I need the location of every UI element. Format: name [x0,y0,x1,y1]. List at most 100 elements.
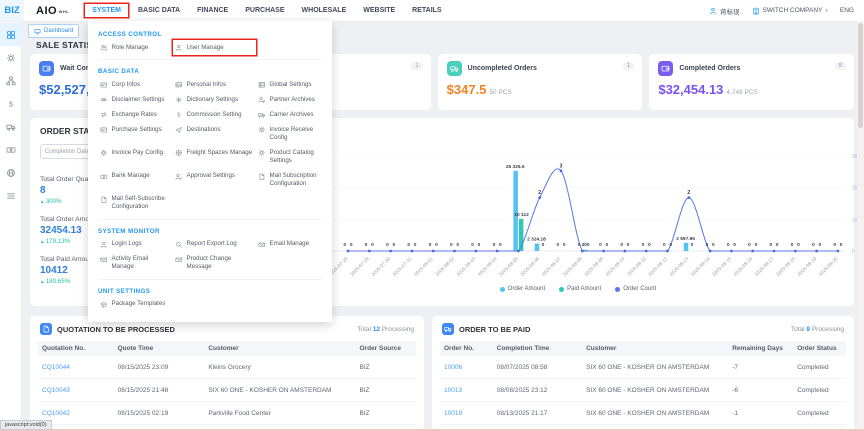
switch-company-button[interactable]: SWITCH COMPANY ▾ [752,7,828,15]
cell: SIX 60 ONE - KOSHER ON AMSTERDAM [582,410,728,417]
menu-item-mail-self-subscribe-configuration[interactable]: Mail Self-Subscribe Configuration [98,192,173,215]
menu-item-partner-archives[interactable]: Partner Archives [256,92,322,107]
row-link[interactable]: 10019 [440,410,493,417]
legend-item-order-amount[interactable]: Order Amount [500,286,545,292]
truck-icon [258,111,266,119]
sidebar-item-dollar[interactable]: $ [0,92,22,115]
menu-item-login-logs[interactable]: Login Logs [98,237,173,252]
svg-text:0: 0 [727,242,730,248]
truck-icon [6,122,16,132]
table-row[interactable]: 1001908/13/2025 21:17SIX 60 ONE - KOSHER… [440,402,846,425]
menu-item-disclaimer-settings[interactable]: Disclaimer Settings [98,92,173,107]
sidebar-item-menu[interactable] [0,184,22,207]
menu-item-activity-email-manage[interactable]: Activity Email Manage [98,252,173,275]
legend-item-paid-amount[interactable]: Paid Amount [559,286,601,292]
menu-item-commission-setting[interactable]: $Commission Setting [173,107,256,122]
menu-item-purchase-settings[interactable]: Purchase Settings [98,122,173,145]
nav-finance[interactable]: FINANCE [190,4,235,17]
menu-item-product-catalog-settings[interactable]: Product Catalog Settings [256,145,322,168]
language-selector[interactable]: ENG [840,7,854,14]
table-header-row: Order No.Completion TimeCustomerRemainin… [440,341,846,356]
svg-text:0: 0 [776,242,779,248]
menu-item-invoice-receive-config[interactable]: Invoice Receive Config [256,122,322,145]
scrollbar-track [857,21,864,431]
table-row[interactable]: 1000608/07/2025 08:58SIX 60 ONE - KOSHER… [440,356,846,379]
menu-item-approval-settings[interactable]: Approval Settings [173,169,256,192]
sidebar-item-dashboard[interactable] [0,23,22,46]
menu-item-user-manage[interactable]: User Manage [173,40,256,55]
svg-text:$: $ [177,113,181,119]
person-icon [709,7,717,15]
table-row[interactable]: CQ1004208/15/2025 02:19Parkville Food Ce… [38,402,416,425]
nav-purchase[interactable]: PURCHASE [238,4,291,17]
menu-item-product-change-message[interactable]: Product Change Message [173,252,256,275]
menu-section-system-monitor: SYSTEM MONITOR Login LogsReport Export L… [98,219,322,275]
menu-item-invoice-pay-config[interactable]: Invoice Pay Config [98,145,173,168]
svg-text:0: 0 [365,242,368,248]
sidebar-item-globe[interactable] [0,161,22,184]
svg-text:2025-08-02: 2025-08-02 [434,256,456,278]
svg-text:3: 3 [560,163,563,169]
cell: -6 [728,387,793,394]
chart-value-labels: 000000000000000025 326.510 1122 324.1800… [343,164,842,248]
row-link[interactable]: CQ10044 [38,364,114,371]
nav-system[interactable]: SYSTEM [85,4,128,17]
tab-dashboard-label: Dashboard [44,28,73,34]
menu-item-destinations[interactable]: Destinations [173,122,256,145]
plane-icon [175,126,183,134]
column-header: Quotation No. [38,345,114,352]
svg-text:0: 0 [350,242,353,248]
scrollbar-thumb[interactable] [858,23,863,128]
svg-text:0: 0 [450,242,453,248]
table-row[interactable]: CQ1004308/15/2025 21:48SIX 60 ONE - KOSH… [38,379,416,402]
menu-item-carrier-archives[interactable]: Carrier Archives [256,107,322,122]
menu-item-mail-subscription-configuration[interactable]: Mail Subscription Configuration [256,169,322,192]
quotation-panel-title: QUOTATION TO BE PROCESSED [57,325,175,334]
sidebar-item-banknote[interactable] [0,138,22,161]
svg-text:0: 0 [712,242,715,248]
svg-text:0: 0 [407,242,410,248]
row-link[interactable]: 10006 [440,364,493,371]
sidebar-item-gear[interactable] [0,46,22,69]
nav-basic-data[interactable]: BASIC DATA [131,4,187,17]
menu-item-report-export-log[interactable]: Report Export Log [173,237,256,252]
tab-dashboard[interactable]: Dashboard [28,24,79,38]
menu-item-personal-infos[interactable]: Personal Infos [173,77,256,92]
menu-item-role-manage[interactable]: Role Manage [98,40,173,55]
row-link[interactable]: 10013 [440,387,493,394]
table-row[interactable]: 1001308/08/2025 23:12SIX 60 ONE - KOSHER… [440,379,846,402]
svg-text:0: 0 [435,242,438,248]
quotation-table: Quotation No.Quote TimeCustomerOrder Sou… [38,341,416,431]
card-completed-orders[interactable]: Completed Orders 8 $32,454.134,748 PCS [649,54,854,110]
menu-item-freight-spaces-manage[interactable]: Freight Spaces Manage [173,145,256,168]
nav-website[interactable]: WEBSITE [356,4,402,17]
menu-item-bank-manage[interactable]: Bank Manage [98,169,173,192]
brand-biz[interactable]: BIZ [0,0,24,21]
cell: -1 [728,410,793,417]
table-row[interactable]: CQ1004408/15/2025 23:09Kleins GroceryBIZ [38,356,416,379]
switch-company-label: SWITCH COMPANY [763,7,823,14]
svg-text:0: 0 [429,242,432,248]
user-menu[interactable]: 蒋标误 [709,6,740,16]
quotation-total: Total 12 Processing [357,326,414,333]
sidebar-item-sitemap[interactable] [0,69,22,92]
sidebar-item-truck[interactable] [0,115,22,138]
menu-item-email-manage[interactable]: Email Manage [256,237,322,252]
truck-icon [450,64,459,73]
card-uncompleted-orders[interactable]: Uncompleted Orders 1 $347.550 PCS [438,54,643,110]
menu-item-exchange-rates[interactable]: Exchange Rates [98,107,173,122]
row-link[interactable]: CQ10043 [38,387,114,394]
menu-item-global-settings[interactable]: Global Settings [256,77,322,92]
menu-item-corp-infos[interactable]: Corp Infos [98,77,173,92]
nav-wholesale[interactable]: WHOLESALE [295,4,354,17]
nav-retails[interactable]: RETAILS [405,4,448,17]
menu-item-package-templates[interactable]: Package Templates [98,297,173,312]
menu-item-dictionary-settings[interactable]: Dictionary Settings [173,92,256,107]
legend-item-order-count[interactable]: Order Count [615,286,656,292]
monitor-icon [34,28,41,35]
quotation-panel: QUOTATION TO BE PROCESSED Total 12 Proce… [30,316,424,431]
row-link[interactable]: CQ10042 [38,410,114,417]
order-to-be-paid-panel: ORDER TO BE PAID Total 8 Processing Orde… [432,316,854,431]
person-icon [100,241,108,249]
svg-text:2025-07-29: 2025-07-29 [349,256,371,278]
